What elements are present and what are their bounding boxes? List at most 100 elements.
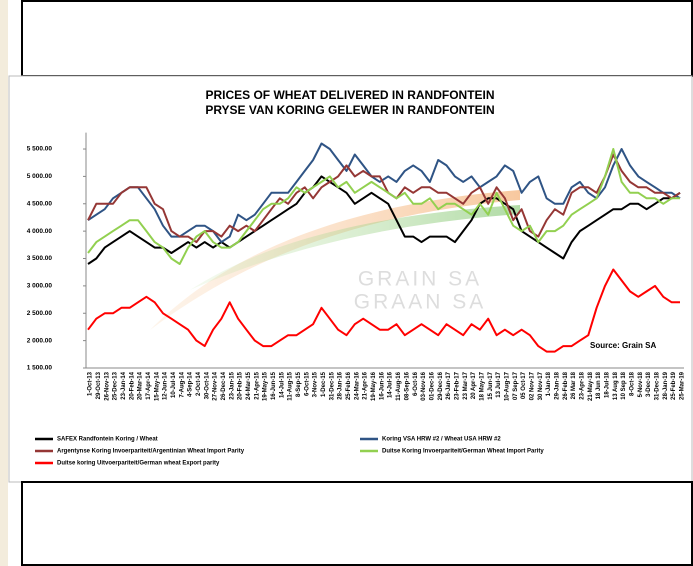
x-tick-label: 13 Aug 18 — [613, 371, 619, 400]
x-tick-label: 03-Nov-16 — [421, 371, 427, 400]
chart-frame — [8, 75, 693, 483]
x-tick-label: 10 Sep 18 — [621, 371, 627, 399]
x-tick-label: 27-Nov-14 — [213, 371, 219, 400]
x-tick-label: 31-Dec-18 — [655, 371, 661, 400]
y-tick-label: 5 500.00 — [27, 146, 53, 153]
x-tick-label: 10-Aug-17 — [504, 371, 510, 401]
chart-title: PRICES OF WHEAT DELIVERED IN RANDFONTEIN — [205, 88, 494, 102]
x-tick-label: 16-Jun-15 — [271, 371, 277, 400]
legend-label: Koring VSA HRW #2 / Wheat USA HRW #2 — [382, 437, 501, 443]
x-tick-label: 01-Dec-16 — [429, 371, 435, 400]
series-line — [87, 148, 680, 265]
x-tick-label: 21-Apr-16 — [363, 371, 369, 399]
x-tick-label: 14-Jul-15 — [279, 371, 285, 398]
x-tick-label: 25-Dec-13 — [113, 371, 119, 400]
x-tick-label: 6-Oct-15 — [304, 371, 310, 396]
x-tick-label: 26-Jan-17 — [446, 371, 452, 399]
x-tick-label: 26 Mar 18 — [571, 371, 577, 399]
x-tick-label: 25-Feb-16 — [346, 371, 352, 400]
x-tick-label: 3-Dec-18 — [646, 371, 652, 397]
x-tick-label: 16-Jun-16 — [379, 371, 385, 400]
x-tick-label: 26-Feb-18 — [563, 371, 569, 400]
x-tick-label: 26-Nov-13 — [104, 371, 110, 400]
x-tick-label: 1-Jan-18 — [546, 371, 552, 396]
x-tick-label: 5-Nov-18 — [638, 371, 644, 397]
y-tick-label: 4 000.00 — [27, 228, 53, 235]
x-tick-label: 31-Dec-15 — [329, 371, 335, 400]
x-tick-label: 07 Sep-17 — [513, 371, 519, 400]
legend-label: Argentynse Koring Invoerpariteit/Argenti… — [57, 449, 245, 455]
x-tick-label: 11-Aug-16 — [396, 371, 402, 400]
series-line — [87, 268, 680, 353]
x-tick-label: 23-Jan-14 — [121, 371, 127, 399]
x-tick-label: 23-Apr-18 — [580, 371, 586, 399]
x-tick-label: 1-Dec-15 — [321, 371, 327, 397]
y-tick-label: 4 500.00 — [27, 200, 53, 207]
x-tick-label: 18 May-17 — [479, 371, 485, 400]
source-note: Source: Grain SA — [590, 341, 656, 350]
x-tick-label: 8-Oct-18 — [630, 371, 636, 396]
watermark: GRAIN SA — [358, 268, 482, 291]
x-tick-label: 20-Feb-15 — [238, 371, 244, 400]
x-tick-label: 14-Jul-16 — [388, 371, 394, 398]
y-tick-label: 2 000.00 — [27, 337, 53, 344]
x-tick-label: 30-Oct-14 — [204, 371, 210, 399]
x-tick-label: 18 Jun 18 — [596, 371, 602, 399]
x-tick-label: 2-Oct-14 — [196, 371, 202, 396]
x-tick-label: 28-Jan-19 — [663, 371, 669, 399]
x-tick-label: 29-Oct-13 — [96, 371, 102, 399]
y-tick-label: 2 500.00 — [27, 310, 53, 317]
x-tick-label: 6-Oct-16 — [413, 371, 419, 396]
legend-label: SAFEX Randfontein Koring / Wheat — [57, 437, 158, 443]
x-tick-label: 10-Jul-14 — [171, 371, 177, 398]
x-tick-label: 18-Jul-18 — [605, 371, 611, 398]
x-tick-label: 12-Jun-14 — [163, 371, 169, 400]
x-tick-label: 05 Oct-17 — [521, 371, 527, 399]
x-tick-label: 30 Nov-17 — [538, 371, 544, 400]
bottom-box — [21, 481, 693, 566]
chart-subtitle: PRYSE VAN KORING GELEWER IN RANDFONTEIN — [205, 103, 494, 117]
legend-label: Duitse Koring Invoerpariteit/German Whea… — [382, 449, 544, 455]
x-tick-label: 23-Feb-17 — [454, 371, 460, 400]
x-tick-label: 24-Mar-15 — [246, 371, 252, 400]
x-tick-label: 21-Apr-15 — [254, 371, 260, 399]
x-tick-label: 15-May-14 — [154, 371, 160, 401]
top-box — [21, 0, 693, 77]
watermark: GRAAN SA — [354, 291, 487, 314]
x-tick-label: 3-Nov-15 — [313, 371, 319, 397]
x-tick-label: 15 Jun-17 — [488, 371, 494, 399]
x-tick-label: 20-Mar-14 — [138, 371, 144, 400]
x-tick-label: 7-Aug-14 — [179, 371, 185, 397]
series-line — [87, 175, 681, 265]
x-tick-label: 17-Apr-14 — [146, 371, 152, 399]
x-tick-label: 26-Dec-14 — [221, 371, 227, 400]
x-tick-label: 25-Feb-19 — [671, 371, 677, 400]
y-tick-label: 1 500.00 — [27, 365, 53, 372]
x-tick-label: 8-Sep-15 — [296, 371, 302, 397]
x-tick-label: 13 Jul-17 — [496, 371, 502, 397]
y-tick-label: 5 000.00 — [27, 173, 53, 180]
x-tick-label: 21-May-18 — [588, 371, 594, 401]
series-line — [87, 153, 681, 244]
legend-label: Duitse koring Uitvoerpariteit/German whe… — [57, 461, 220, 467]
side-strip — [0, 0, 8, 566]
series-line — [87, 142, 681, 244]
x-tick-label: 29-Jan-18 — [555, 371, 561, 399]
x-tick-label: 28-Jan-16 — [338, 371, 344, 399]
y-tick-label: 3 000.00 — [27, 283, 53, 290]
x-tick-label: 29-Dec-16 — [438, 371, 444, 400]
x-tick-label: 20-Feb-14 — [129, 371, 135, 400]
x-tick-label: 23 Mar-17 — [463, 371, 469, 399]
x-tick-label: 4-Sep-14 — [188, 371, 194, 397]
x-tick-label: 08-Sep-16 — [404, 371, 410, 400]
x-tick-label: 19-May-16 — [371, 371, 377, 401]
x-tick-label: 19-May-15 — [263, 371, 269, 401]
x-tick-label: 25-Mar-19 — [680, 371, 686, 400]
y-tick-label: 3 500.00 — [27, 255, 53, 262]
x-tick-label: 1-Oct-13 — [88, 371, 94, 396]
x-tick-label: 02 Nov-17 — [529, 371, 535, 400]
x-tick-label: 20 Apr-17 — [471, 371, 477, 399]
x-tick-label: 24-Mar-16 — [354, 371, 360, 400]
x-tick-label: 23-Jan-15 — [229, 371, 235, 399]
